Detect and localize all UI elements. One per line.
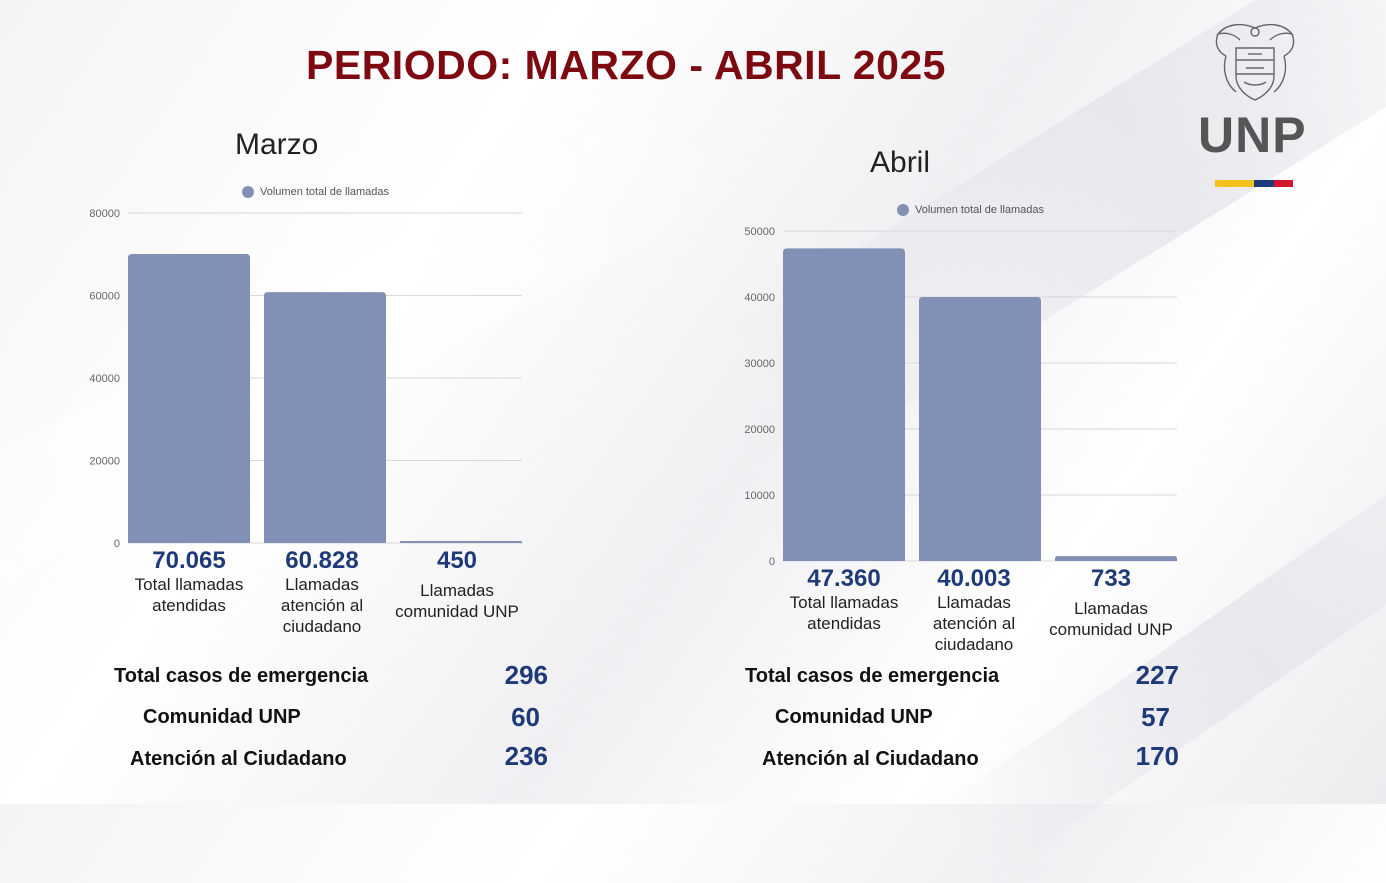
y-tick-label: 20000 <box>89 456 120 468</box>
bar-3 <box>1055 556 1177 561</box>
page-title: PERIODO: MARZO - ABRIL 2025 <box>306 42 946 88</box>
y-tick-label: 0 <box>114 538 120 550</box>
data-label: 40.003 <box>937 565 1011 592</box>
y-tick-label: 0 <box>769 556 775 568</box>
chart-abril: Abril Volumen total de llamadas 0 10000 20… <box>744 146 1182 655</box>
bar-1 <box>783 248 905 561</box>
y-tick-label: 30000 <box>744 358 775 370</box>
logo-text: UNP <box>1198 107 1307 163</box>
tick-label: Llamadas comunidad UNP <box>1049 599 1173 639</box>
stat-label: Atención al Ciudadano <box>762 748 979 770</box>
plot-abril: 0 10000 20000 30000 40000 50000 <box>744 226 1177 568</box>
stat-row-comunidad: Comunidad UNP <box>775 706 933 729</box>
tick-label: Total llamadas atendidas <box>789 593 899 633</box>
category-label-2: 60.828 Llamadas atención al ciudadano <box>262 548 382 637</box>
data-label: 70.065 <box>152 547 226 574</box>
y-tick-label: 80000 <box>89 208 120 220</box>
coat-of-arms-icon <box>1215 23 1295 101</box>
category-label-1: 47.360 Total llamadas atendidas <box>772 566 916 634</box>
tick-label: Llamadas comunidad UNP <box>395 581 519 621</box>
stat-value: 60 <box>511 702 540 732</box>
data-label: 450 <box>436 547 478 574</box>
stat-value: 170 <box>1135 741 1179 771</box>
y-tick-label: 40000 <box>89 373 120 385</box>
data-label: 733 <box>1090 565 1132 592</box>
stat-value: 227 <box>1135 660 1179 690</box>
stat-row-total: Total casos de emergencia <box>745 665 999 688</box>
chart-marzo: Marzo Volumen total de llamadas 0 20000 40… <box>0 0 700 640</box>
stat-value: 236 <box>504 741 548 771</box>
legend-label: Volumen total de llamadas <box>260 186 390 198</box>
y-tick-label: 50000 <box>744 226 775 238</box>
tick-label: Llamadas atención al ciudadano <box>932 593 1016 654</box>
bar-2 <box>919 296 1041 561</box>
category-label-3: 450 Llamadas comunidad UNP <box>384 548 530 622</box>
data-label: 47.360 <box>807 565 881 592</box>
stat-label: Comunidad UNP <box>143 706 301 728</box>
stat-value: 296 <box>504 660 548 690</box>
y-tick-label: 60000 <box>89 291 120 303</box>
plot-marzo: 0 20000 40000 60000 80000 <box>89 208 522 550</box>
bar-1 <box>128 253 250 543</box>
stat-label: Total casos de emergencia <box>745 665 1000 687</box>
stat-row-total: Total casos de emergencia <box>114 665 368 688</box>
stat-row-ciudadano: Atención al Ciudadano <box>762 748 979 771</box>
y-tick-label: 40000 <box>744 292 775 304</box>
flag-stripe <box>1215 180 1293 187</box>
y-tick-label: 20000 <box>744 424 775 436</box>
bar-3 <box>400 541 522 543</box>
legend-dot-icon <box>242 186 254 198</box>
stat-row-ciudadano: Atención al Ciudadano <box>130 748 347 771</box>
category-label-1: 70.065 Total llamadas atendidas <box>118 548 260 616</box>
stat-label: Atención al Ciudadano <box>130 748 347 770</box>
stat-label: Comunidad UNP <box>775 706 933 728</box>
category-label-3: 733 Llamadas comunidad UNP <box>1040 566 1182 640</box>
legend-marzo: Volumen total de llamadas <box>242 186 389 198</box>
tick-label: Total llamadas atendidas <box>134 575 244 615</box>
chart-title-abril: Abril <box>870 146 931 179</box>
unp-logo: UNP <box>1196 18 1314 190</box>
stat-row-comunidad: Comunidad UNP <box>143 706 301 729</box>
category-label-2: 40.003 Llamadas atención al ciudadano <box>920 566 1028 655</box>
legend-label: Volumen total de llamadas <box>915 204 1045 216</box>
tick-label: Llamadas atención al ciudadano <box>280 575 364 636</box>
stat-label: Total casos de emergencia <box>114 665 369 687</box>
chart-title-marzo: Marzo <box>235 128 319 161</box>
legend-dot-icon <box>897 204 909 216</box>
bar-2 <box>264 292 386 543</box>
legend-abril: Volumen total de llamadas <box>897 204 1044 216</box>
y-tick-label: 10000 <box>744 490 775 502</box>
data-label: 60.828 <box>285 547 359 574</box>
stat-value: 57 <box>1141 702 1170 732</box>
